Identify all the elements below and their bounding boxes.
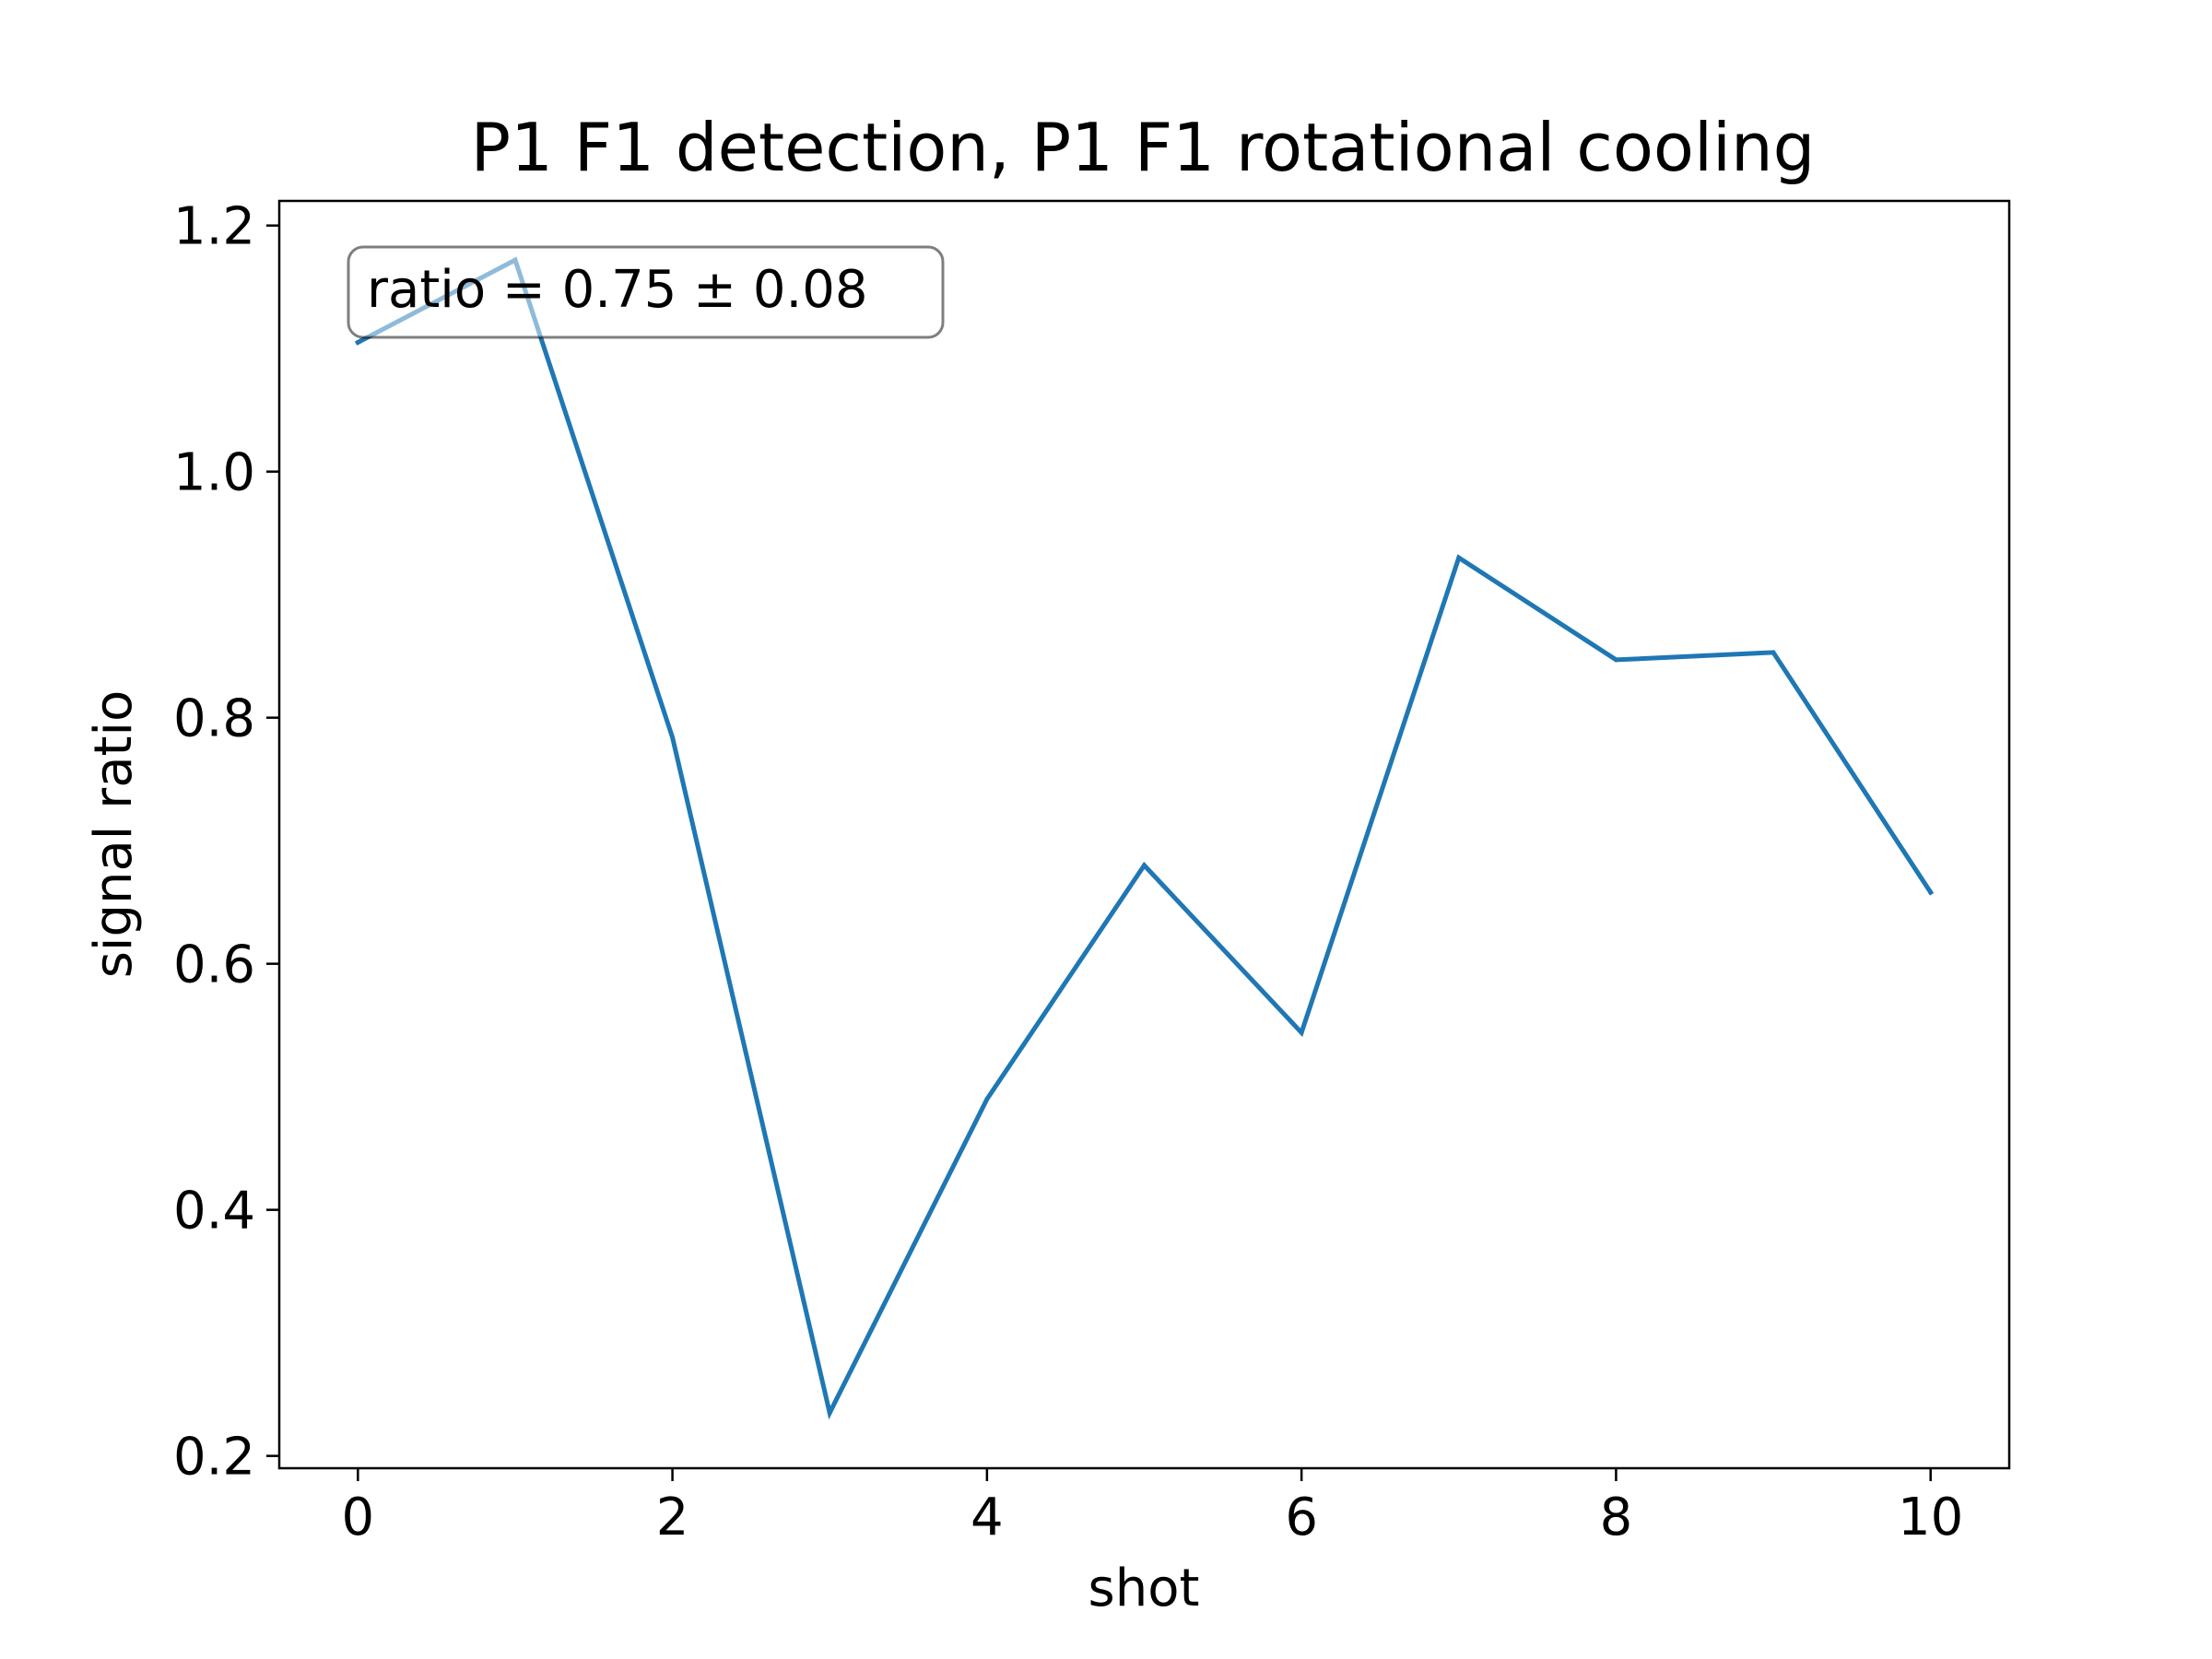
data-point — [984, 1097, 990, 1102]
data-point — [1299, 1030, 1304, 1035]
data-point — [670, 735, 676, 740]
data-point — [1771, 650, 1776, 655]
y-axis-label: signal ratio — [84, 690, 144, 979]
y-tick-label: 1.2 — [173, 197, 255, 257]
x-tick-label: 4 — [971, 1488, 1004, 1547]
x-tick-label: 0 — [341, 1488, 374, 1547]
x-tick-label: 10 — [1898, 1488, 1963, 1547]
x-axis-ticks: 0 2 4 6 8 10 — [341, 1468, 1963, 1547]
annotation-box-frame — [347, 245, 945, 339]
x-axis-label: shot — [1088, 1559, 1200, 1618]
y-tick-label: 0.2 — [173, 1428, 255, 1488]
plot-area-frame — [277, 199, 2011, 1470]
x-tick-label: 2 — [656, 1488, 689, 1547]
data-point — [1613, 657, 1618, 663]
y-tick-label: 0.4 — [173, 1182, 255, 1241]
data-point — [1928, 889, 1934, 895]
annotation-text: ratio = 0.75 ± 0.08 — [367, 260, 868, 320]
data-points — [355, 257, 1934, 1416]
y-tick-label: 0.6 — [173, 935, 255, 995]
x-tick-label: 6 — [1285, 1488, 1318, 1547]
annotation-box: ratio = 0.75 ± 0.08 — [347, 245, 945, 339]
y-tick-label: 0.8 — [173, 689, 255, 749]
y-axis-ticks: 0.2 0.4 0.6 0.8 1.0 1.2 — [173, 197, 279, 1488]
data-point — [1142, 863, 1147, 868]
data-point — [1456, 555, 1462, 560]
data-point — [827, 1410, 832, 1416]
y-tick-label: 1.0 — [173, 443, 255, 503]
chart-title: P1 F1 detection, P1 F1 rotational coolin… — [471, 109, 1816, 186]
x-tick-label: 8 — [1600, 1488, 1633, 1547]
data-point — [355, 340, 360, 346]
